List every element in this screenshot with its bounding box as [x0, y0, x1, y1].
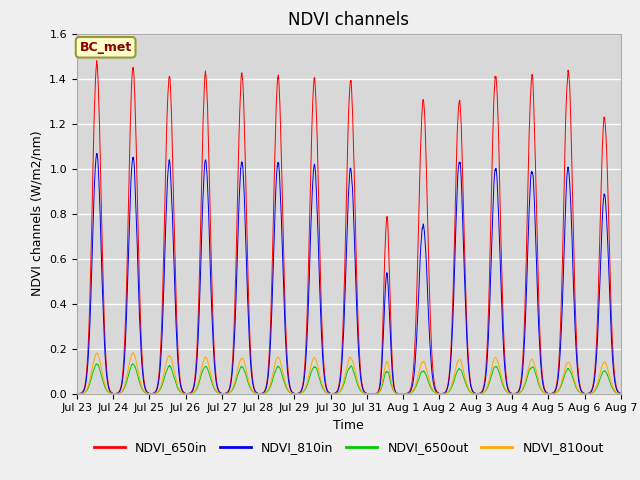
NDVI_650out [282, 382, 289, 388]
NDVI_650out [93, 361, 101, 367]
Line: NDVI_650out: NDVI_650out [77, 364, 621, 394]
NDVI_650in [282, 310, 289, 315]
NDVI_810in [363, 391, 371, 396]
Title: NDVI channels: NDVI channels [288, 11, 410, 29]
NDVI_810out [413, 375, 421, 381]
NDVI_810in [138, 362, 146, 368]
NDVI_650in [363, 391, 371, 396]
NDVI_650out [363, 391, 371, 396]
X-axis label: Time: Time [333, 419, 364, 432]
NDVI_810out [282, 379, 289, 385]
NDVI_810out [588, 390, 596, 396]
NDVI_650in [73, 391, 81, 396]
NDVI_810out [129, 350, 137, 356]
Line: NDVI_650in: NDVI_650in [77, 60, 621, 394]
NDVI_810in [588, 387, 596, 393]
NDVI_810in [93, 151, 100, 156]
NDVI_650out [588, 390, 596, 396]
Legend: NDVI_650in, NDVI_810in, NDVI_650out, NDVI_810out: NDVI_650in, NDVI_810in, NDVI_650out, NDV… [89, 436, 609, 459]
NDVI_810in [564, 165, 572, 170]
NDVI_650out [73, 391, 81, 396]
Y-axis label: NDVI channels (W/m2/nm): NDVI channels (W/m2/nm) [31, 131, 44, 297]
NDVI_810in [567, 201, 575, 207]
NDVI_650out [564, 366, 572, 372]
NDVI_810out [138, 384, 146, 390]
NDVI_650in [93, 58, 100, 63]
NDVI_810in [282, 331, 289, 337]
NDVI_650in [588, 386, 596, 392]
NDVI_810in [617, 391, 625, 396]
Text: BC_met: BC_met [79, 41, 132, 54]
NDVI_810out [73, 391, 81, 396]
NDVI_650in [413, 267, 421, 273]
NDVI_650out [413, 380, 421, 385]
NDVI_650in [138, 351, 146, 357]
NDVI_650in [564, 69, 572, 74]
NDVI_810out [617, 391, 625, 396]
NDVI_650in [567, 116, 575, 122]
NDVI_810out [363, 391, 371, 396]
NDVI_650out [138, 386, 146, 392]
NDVI_650in [617, 390, 625, 396]
NDVI_810out [567, 364, 575, 370]
NDVI_810in [73, 391, 81, 396]
NDVI_810out [564, 360, 572, 365]
NDVI_650out [567, 369, 575, 375]
Line: NDVI_810out: NDVI_810out [77, 353, 621, 394]
Line: NDVI_810in: NDVI_810in [77, 154, 621, 394]
NDVI_650out [617, 391, 625, 396]
NDVI_810in [413, 320, 421, 326]
